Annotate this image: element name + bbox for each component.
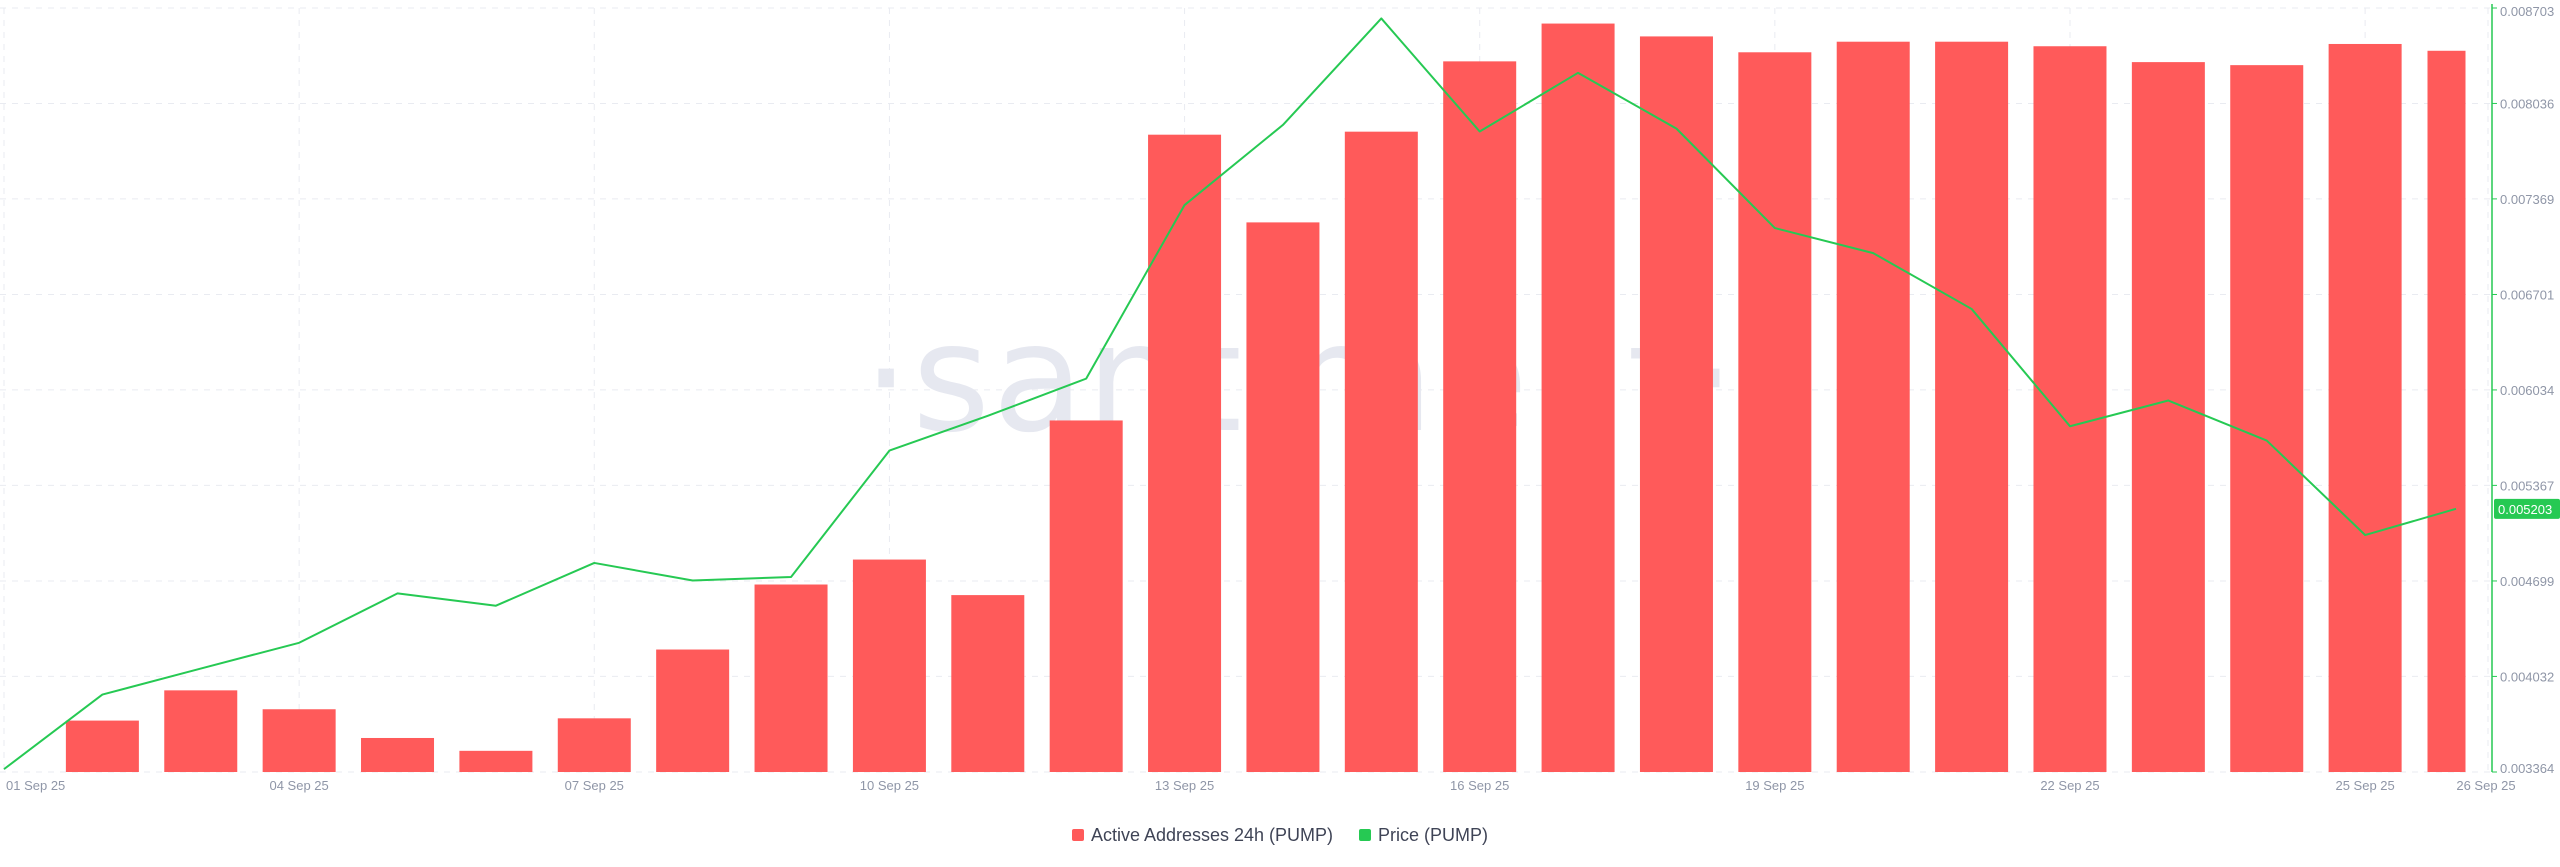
bar-active-addresses[interactable] — [361, 737, 435, 772]
price-line-group — [3, 17, 2457, 770]
price-y-axis: 0.003364 0.004032 0.004699 0.005367 0.006034… — [2491, 4, 2560, 776]
price-axis-tick-label: 0.004699 — [2500, 574, 2554, 589]
date-axis-tick-label: 10 Sep 25 — [860, 778, 919, 793]
bar-active-addresses[interactable] — [656, 649, 730, 772]
bar-active-addresses[interactable] — [754, 584, 828, 772]
bar-active-addresses[interactable] — [1935, 41, 2009, 773]
bar-active-addresses[interactable] — [557, 718, 631, 772]
bar-active-addresses[interactable] — [459, 750, 533, 772]
price-swatch-icon — [1359, 829, 1372, 841]
date-axis-tick-label: 26 Sep 25 — [2456, 778, 2515, 793]
date-axis-tick-label: 19 Sep 25 — [1745, 778, 1804, 793]
bar-active-addresses[interactable] — [1148, 134, 1222, 772]
current-price-badge-label: 0.005203 — [2498, 502, 2552, 517]
price-axis-tick-label: 0.006034 — [2500, 383, 2554, 398]
date-axis-tick-label: 22 Sep 25 — [2040, 778, 2099, 793]
bar-active-addresses[interactable] — [951, 595, 1025, 772]
date-axis-tick-label: 04 Sep 25 — [269, 778, 328, 793]
bar-active-addresses[interactable] — [2131, 62, 2205, 772]
date-axis-tick-label: 07 Sep 25 — [565, 778, 624, 793]
bar-active-addresses[interactable] — [2427, 50, 2466, 772]
price-axis-tick-label: 0.007369 — [2500, 192, 2554, 207]
legend-label-price: Price (PUMP) — [1378, 824, 1489, 845]
bar-active-addresses[interactable] — [164, 690, 238, 772]
active-addresses-bars — [65, 23, 2466, 773]
bar-active-addresses[interactable] — [1738, 52, 1812, 772]
date-axis-tick-label: 16 Sep 25 — [1450, 778, 1509, 793]
date-axis-tick-label: 01 Sep 25 — [6, 778, 65, 793]
legend-item-price[interactable]: Price (PUMP) — [1359, 825, 1488, 846]
legend-label-active-addresses: Active Addresses 24h (PUMP) — [1090, 824, 1334, 845]
price-axis-tick-label: 0.008036 — [2500, 96, 2554, 111]
current-price-badge — [2494, 498, 2560, 519]
price-axis-tick-label: 0.005367 — [2500, 478, 2554, 493]
active-addresses-swatch-icon — [1071, 829, 1084, 841]
price-axis-tick-label: 0.003364 — [2500, 761, 2554, 776]
bar-active-addresses[interactable] — [2230, 65, 2304, 772]
bar-active-addresses[interactable] — [65, 720, 139, 772]
bar-active-addresses[interactable] — [1836, 41, 1910, 773]
bar-active-addresses[interactable] — [2328, 43, 2402, 773]
price-axis-tick-label: 0.004032 — [2500, 669, 2554, 684]
bar-active-addresses[interactable] — [852, 559, 926, 772]
bar-active-addresses[interactable] — [1541, 23, 1615, 773]
date-axis-tick-label: 13 Sep 25 — [1155, 778, 1214, 793]
date-axis-tick-label: 25 Sep 25 — [2335, 778, 2394, 793]
date-x-axis: 01 Sep 25 04 Sep 25 07 Sep 25 10 Sep 25 13 S… — [6, 778, 2516, 793]
price-line[interactable] — [3, 17, 2457, 770]
price-axis-tick-label: 0.006701 — [2500, 287, 2554, 302]
bar-active-addresses[interactable] — [1443, 61, 1517, 773]
bar-active-addresses[interactable] — [1049, 420, 1123, 772]
bar-active-addresses[interactable] — [1246, 222, 1320, 772]
legend-item-active-addresses[interactable]: Active Addresses 24h (PUMP) — [1071, 824, 1334, 846]
bar-active-addresses[interactable] — [2033, 46, 2107, 773]
chart-canvas: ·santiment· 0.0033640.0040320.0046990.00… — [0, 4, 2560, 793]
price-axis-tick-label: 0.008703 — [2500, 4, 2554, 19]
bar-active-addresses[interactable] — [1344, 131, 1418, 773]
chart-legend: Active Addresses 24h (PUMP) Price (PUMP) — [0, 820, 2560, 850]
bar-active-addresses[interactable] — [1639, 36, 1713, 773]
bar-active-addresses[interactable] — [262, 709, 336, 772]
